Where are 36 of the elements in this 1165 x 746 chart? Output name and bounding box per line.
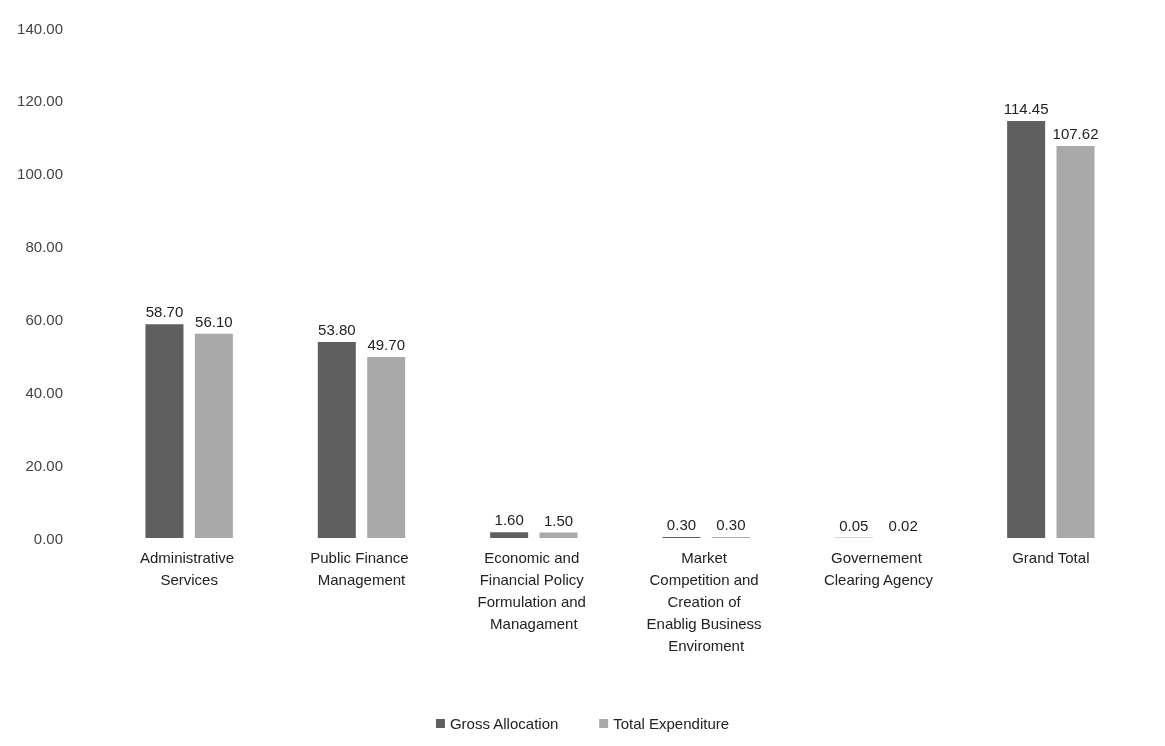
x-tick-label: Grand Total xyxy=(1012,548,1090,566)
y-tick-label: 60.00 xyxy=(25,310,63,328)
legend-label: Gross Allocation xyxy=(449,715,559,732)
bar xyxy=(194,333,233,538)
data-label: 58.70 xyxy=(145,303,184,321)
data-label: 1.60 xyxy=(494,511,524,529)
data-label: 0.02 xyxy=(888,516,918,534)
x-tick-label: Public Finance Management xyxy=(310,548,413,588)
y-tick-label: 80.00 xyxy=(25,238,63,256)
bar xyxy=(490,532,529,538)
y-tick-label: 140.00 xyxy=(17,19,63,37)
data-label: 0.05 xyxy=(839,516,869,534)
bar xyxy=(367,356,406,538)
x-tick-label: Administrative Services xyxy=(139,548,239,588)
bar xyxy=(1007,121,1046,538)
y-tick-label: 0.00 xyxy=(33,529,63,547)
legend-label: Total Expenditure xyxy=(613,715,730,732)
data-label: 1.50 xyxy=(543,511,574,529)
data-label: 107.62 xyxy=(1052,124,1099,142)
data-label: 0.30 xyxy=(666,515,697,533)
bar xyxy=(539,532,578,538)
data-label: 56.10 xyxy=(195,312,233,330)
bar xyxy=(1056,145,1095,538)
data-label: 0.30 xyxy=(716,515,746,533)
x-tick-label: Market Competition and Creation of Enablig Business Enviroment xyxy=(646,548,766,654)
x-tick-label: Economic and Financial Policy Formulation and Managament xyxy=(477,548,591,632)
data-label: 114.45 xyxy=(1003,100,1049,118)
bar xyxy=(317,342,356,538)
data-label: 53.80 xyxy=(318,321,356,339)
y-tick-label: 20.00 xyxy=(25,456,63,474)
bar xyxy=(145,324,184,538)
y-tick-label: 100.00 xyxy=(17,165,63,183)
data-label: 49.70 xyxy=(367,335,405,353)
y-tick-label: 40.00 xyxy=(25,383,63,401)
y-tick-label: 120.00 xyxy=(17,92,63,110)
x-tick-label: Governement Clearing Agency xyxy=(823,548,934,588)
